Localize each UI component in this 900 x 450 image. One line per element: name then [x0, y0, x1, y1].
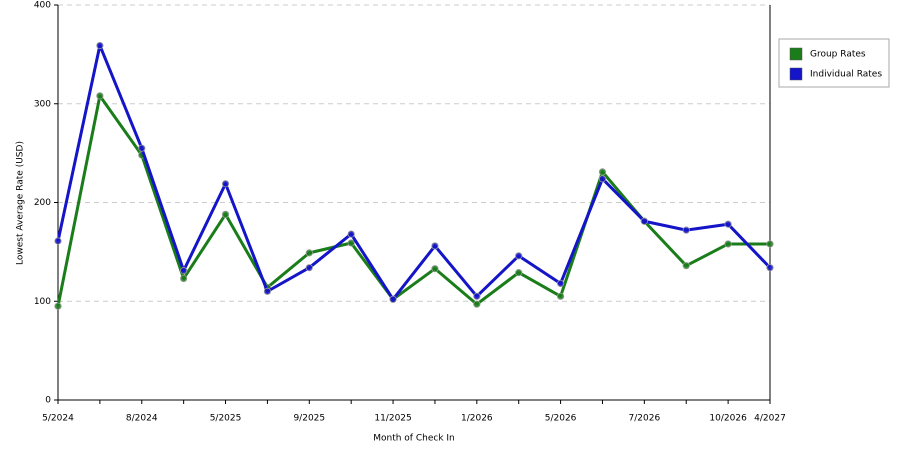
point [138, 144, 146, 152]
point [682, 226, 690, 234]
point [640, 217, 648, 225]
point [766, 264, 774, 272]
y-tick-label: 100 [34, 297, 51, 307]
x-tick-label: 5/2026 [545, 414, 577, 424]
point [598, 175, 607, 183]
y-tick-label: 0 [45, 396, 51, 406]
point [347, 239, 355, 247]
point [515, 252, 523, 260]
x-tick-label: 5/2025 [210, 414, 242, 424]
legend-label: Group Rates [810, 50, 866, 60]
x-tick-label: 1/2026 [461, 414, 493, 424]
point [515, 269, 523, 277]
point [96, 41, 104, 50]
x-tick-label: 5/2024 [42, 414, 74, 424]
point [221, 180, 230, 188]
x-tick-label: 7/2026 [629, 414, 661, 424]
point [682, 262, 690, 270]
point [724, 220, 732, 228]
point [305, 249, 313, 257]
x-tick-label: 9/2025 [293, 414, 325, 424]
legend-label: Individual Rates [810, 70, 882, 80]
point [431, 265, 439, 273]
point [766, 240, 774, 248]
x-tick-label: 4/2027 [754, 414, 786, 424]
legend-swatch [789, 47, 803, 61]
x-tick-label: 8/2024 [126, 414, 158, 424]
y-axis-label: Lowest Average Rate (USD) [16, 141, 26, 265]
series-line [56, 94, 770, 307]
x-tick-label: 10/2026 [709, 414, 747, 424]
point [473, 292, 481, 300]
y-tick-label: 300 [34, 99, 51, 109]
point [180, 274, 188, 283]
point [305, 264, 313, 272]
legend: Group Rates Individual Rates [778, 38, 890, 88]
point [473, 300, 481, 308]
point [54, 237, 62, 245]
point [556, 292, 565, 300]
point [431, 242, 439, 250]
y-tick-label: 400 [34, 1, 51, 11]
point [598, 168, 607, 176]
series-line [56, 43, 772, 301]
point [180, 267, 188, 275]
point [263, 287, 272, 295]
point [96, 92, 104, 100]
point [221, 210, 230, 218]
point [54, 302, 62, 310]
point [389, 295, 397, 303]
legend-swatch [789, 67, 803, 81]
point [556, 279, 565, 288]
y-tick-label: 200 [34, 198, 51, 208]
point [347, 230, 355, 238]
x-tick-label: 11/2025 [374, 414, 411, 424]
x-axis-label: Month of Check In [373, 434, 455, 444]
point [724, 240, 732, 248]
